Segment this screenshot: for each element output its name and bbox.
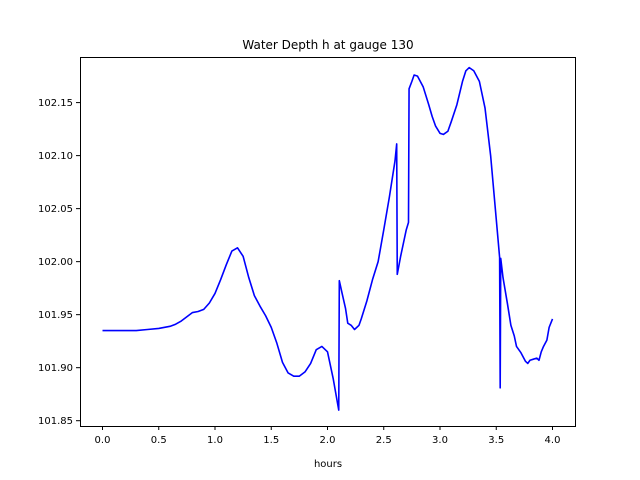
y-axis-ticks: 101.85 101.90 101.95 102.00 102.05 102.10 102.… bbox=[38, 98, 80, 427]
x-tick-label: 0.5 bbox=[151, 435, 167, 446]
x-tick-label: 3.0 bbox=[432, 435, 448, 446]
y-tick-label: 102.15 bbox=[38, 98, 73, 109]
x-tick-label: 1.0 bbox=[207, 435, 223, 446]
axes bbox=[80, 57, 576, 427]
x-tick-label: 0.0 bbox=[95, 435, 111, 446]
x-tick-label: 2.0 bbox=[320, 435, 336, 446]
x-tick-label: 4.0 bbox=[545, 435, 561, 446]
plot-frame bbox=[80, 57, 576, 427]
y-tick-label: 101.95 bbox=[38, 310, 73, 321]
y-tick-label: 101.85 bbox=[38, 416, 73, 427]
x-axis-label: hours bbox=[314, 459, 342, 470]
x-tick-label: 1.5 bbox=[263, 435, 279, 446]
y-tick-label: 102.10 bbox=[38, 151, 73, 162]
x-tick-label: 2.5 bbox=[376, 435, 392, 446]
y-tick-label: 102.05 bbox=[38, 204, 73, 215]
x-axis-ticks: 0.0 0.5 1.0 1.5 2.0 2.5 3.0 3.5 4.0 bbox=[95, 426, 561, 446]
series-line-0 bbox=[102, 66, 554, 411]
x-tick-label: 3.5 bbox=[488, 435, 504, 446]
series-layer bbox=[102, 66, 554, 411]
chart-title: Water Depth h at gauge 130 bbox=[242, 38, 413, 52]
y-tick-label: 101.90 bbox=[38, 363, 73, 374]
y-tick-label: 102.00 bbox=[38, 257, 73, 268]
